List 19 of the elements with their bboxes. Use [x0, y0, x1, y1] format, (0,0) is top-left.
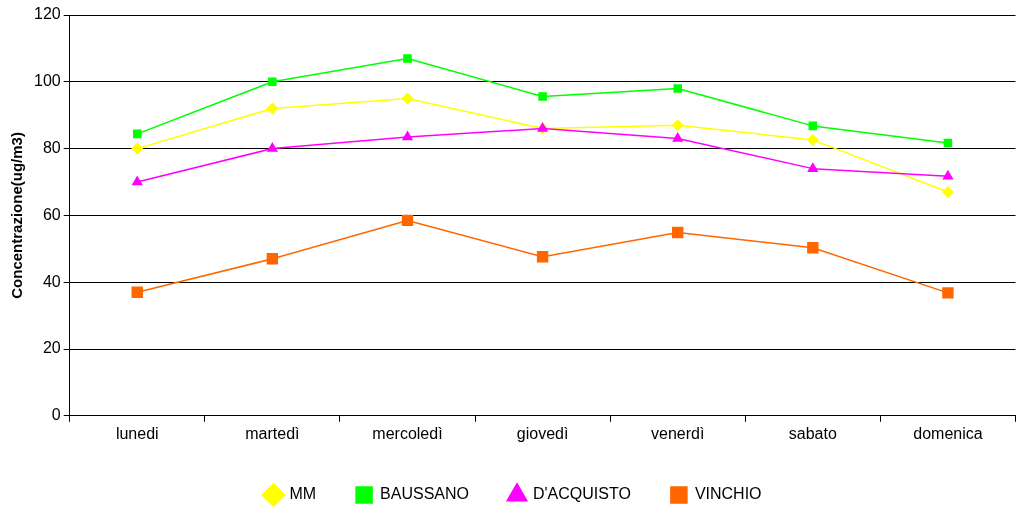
x-tick-label: mercoledì [372, 424, 443, 442]
y-axis-title: Concentrazione(ug/m3) [8, 132, 26, 299]
x-tick-label: lunedi [115, 424, 159, 442]
x-tick-label: giovedì [516, 424, 569, 442]
legend-label: D'ACQUISTO [533, 485, 631, 503]
y-tick-label: 80 [42, 139, 61, 157]
x-tick-label: sabato [788, 424, 837, 442]
legend-label: BAUSSANO [380, 485, 470, 503]
legend-label: MM [289, 485, 317, 503]
y-tick-label: 60 [42, 205, 61, 223]
legend-label: VINCHIO [694, 485, 762, 503]
y-tick-label: 0 [51, 406, 61, 424]
y-tick-label: 120 [33, 5, 61, 23]
y-tick-label: 20 [42, 339, 61, 357]
y-tick-label: 100 [33, 72, 61, 90]
x-tick-label: venerdì [651, 424, 705, 442]
x-tick-label: martedì [245, 424, 300, 442]
x-tick-label: domenica [913, 424, 983, 442]
y-tick-label: 40 [42, 272, 61, 290]
